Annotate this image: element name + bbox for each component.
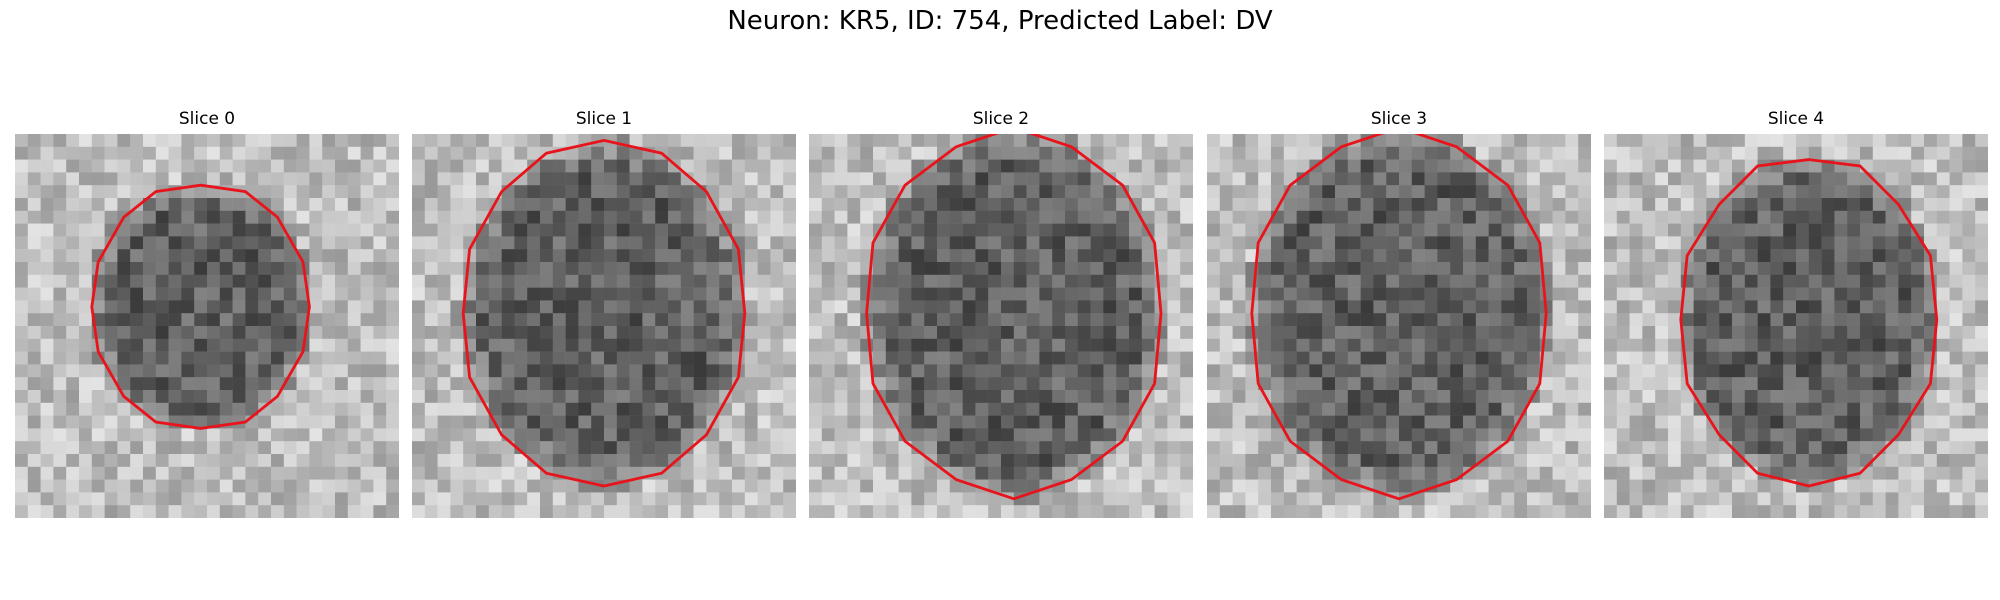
slice-image: [412, 134, 796, 518]
slice-image: [1604, 134, 1988, 518]
roi-contour: [865, 134, 1163, 501]
slice-image: [15, 134, 399, 518]
roi-contour: [461, 138, 747, 488]
slice-title: Slice 1: [575, 109, 633, 129]
slice-title: Slice 4: [1767, 109, 1825, 129]
figure-title: Neuron: KR5, ID: 754, Predicted Label: D…: [727, 6, 1273, 36]
slice-title: Slice 2: [972, 109, 1030, 129]
roi-contour: [1250, 134, 1548, 501]
slice-image: [809, 134, 1193, 518]
slice-panel-3: Slice 3: [1207, 105, 1591, 518]
slice-panel-1: Slice 1: [412, 105, 796, 518]
slice-title: Slice 0: [178, 109, 236, 129]
slice-panel-0: Slice 0: [15, 105, 399, 518]
slice-panel-2: Slice 2: [809, 105, 1193, 518]
slice-image: [1207, 134, 1591, 518]
slice-panel-4: Slice 4: [1604, 105, 1988, 518]
slice-title: Slice 3: [1370, 109, 1428, 129]
roi-contour: [90, 183, 311, 430]
roi-contour: [1679, 158, 1939, 488]
